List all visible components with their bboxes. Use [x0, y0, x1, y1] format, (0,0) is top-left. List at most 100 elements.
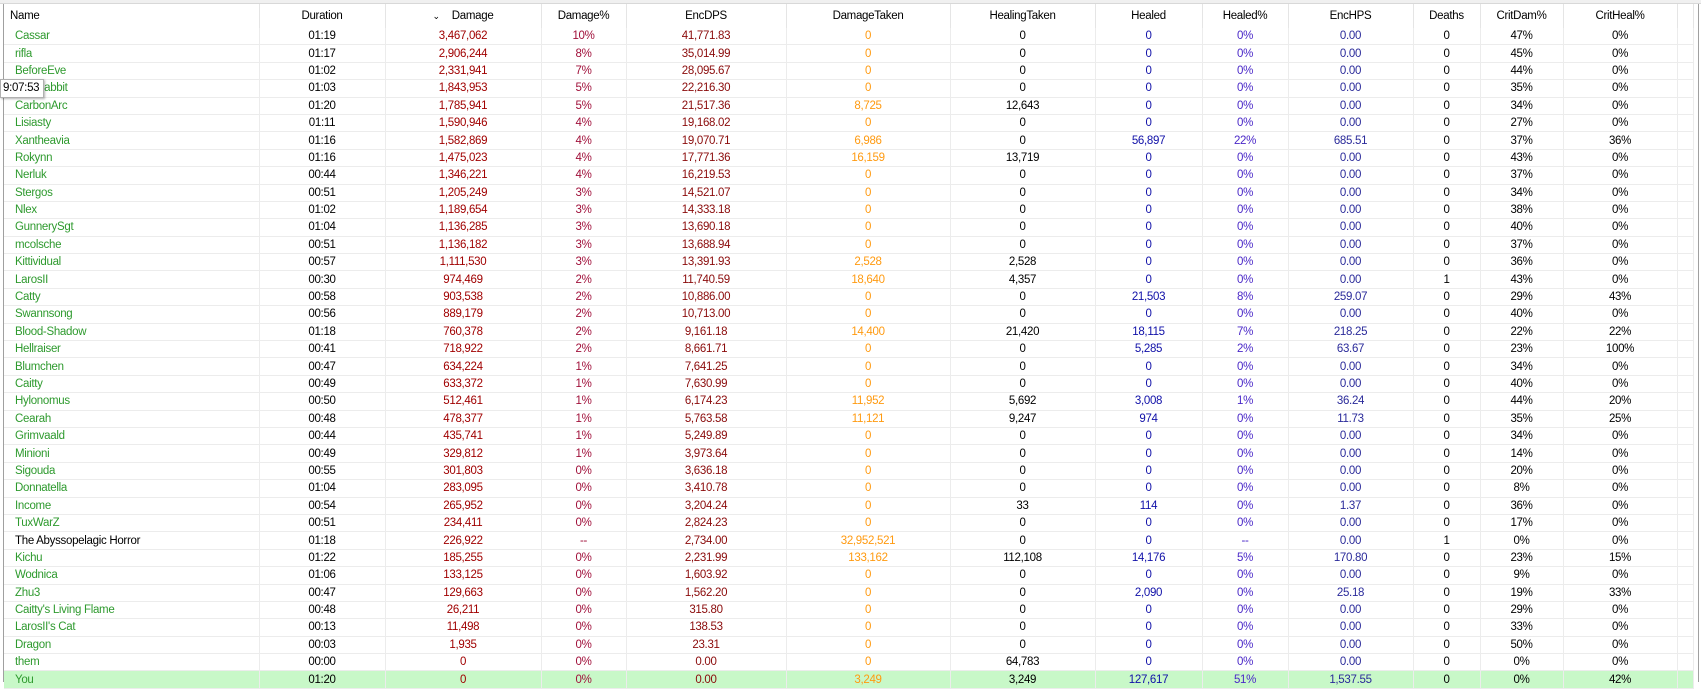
cell-critheal-pct: 22%: [1563, 323, 1678, 342]
table-row[interactable]: Hellraiser 00:41 718,922 2% 8,661.71 0 0 5,285 2…: [4, 340, 1694, 359]
table-row[interactable]: Nlex 01:02 1,189,654 3% 14,333.18 0 0 0 0% 0.00 0 3…: [4, 201, 1694, 220]
col-header-damage-taken[interactable]: DamageTaken: [786, 4, 951, 28]
cell-enchps: 0.00: [1288, 201, 1414, 220]
table-row[interactable]: Hylonomus 00:50 512,461 1% 6,174.23 11,952 5,6…: [4, 392, 1694, 411]
cell-damage-pct: 10%: [541, 28, 627, 46]
table-row[interactable]: BeforeEve 01:02 2,331,941 7% 28,095.67 0 0 0 0% 0…: [4, 62, 1694, 81]
table-row[interactable]: Minioni 00:49 329,812 1% 3,973.64 0 0 0 0% 0.00 0 1…: [4, 444, 1694, 463]
cell-healing-taken: 4,357: [950, 270, 1096, 289]
cell-critheal-pct: 0%: [1563, 514, 1678, 533]
cell-critheal-pct: 25%: [1563, 410, 1678, 428]
table-row[interactable]: Swannsong 00:56 889,179 2% 10,713.00 0 0 0 0% 0.0…: [4, 305, 1694, 324]
cell-duration: 01:06: [259, 566, 386, 585]
col-header-enchps[interactable]: EncHPS: [1288, 4, 1414, 28]
table-row[interactable]: Cassar 01:19 3,467,062 10% 41,771.83 0 0 0 0% 0.0…: [4, 28, 1694, 46]
cell-deaths: 0: [1413, 392, 1481, 411]
table-row[interactable]: them 00:00 0 0% 0.00 0 64,783 0 0% 0.00 0 0% 0%: [4, 653, 1694, 672]
table-row[interactable]: TuxWarZ 00:51 234,411 0% 2,824.23 0 0 0 0% 0.00 0 1…: [4, 514, 1694, 533]
table-row[interactable]: Dragon 00:03 1,935 0% 23.31 0 0 0 0% 0.00 0 50% 0%: [4, 636, 1694, 655]
cell-critdam-pct: 0%: [1480, 531, 1564, 550]
cell-damage: 1,346,221: [385, 166, 542, 185]
table-row[interactable]: Catty 00:58 903,538 2% 10,886.00 0 0 21,503 8% 25…: [4, 288, 1694, 307]
cell-duration: 01:04: [259, 479, 386, 498]
cell-critdam-pct: 44%: [1480, 62, 1564, 81]
table-row[interactable]: Rokynn 01:16 1,475,023 4% 17,771.36 16,159 13,…: [4, 149, 1694, 168]
col-header-encdps[interactable]: EncDPS: [626, 4, 787, 28]
cell-enchps: 0.00: [1288, 375, 1414, 394]
cell-healed-pct: 0%: [1202, 236, 1289, 255]
cell-damage: 265,952: [385, 497, 542, 515]
cell-damage-pct: 0%: [541, 636, 627, 655]
table-row[interactable]: LarosII's Cat 00:13 11,498 0% 138.53 0 0 0 0% 0.0…: [4, 618, 1694, 637]
cell-filler: [1677, 218, 1694, 237]
cell-healed-pct: 5%: [1202, 549, 1289, 568]
cell-name: Caitty: [4, 375, 260, 394]
table-row[interactable]: Lisiasty 01:11 1,590,946 4% 19,168.02 0 0 0 0% 0.…: [4, 114, 1694, 133]
cell-name: LarosII: [4, 270, 260, 289]
col-header-critdam-pct[interactable]: CritDam%: [1480, 4, 1564, 28]
col-header-name[interactable]: Name: [4, 4, 260, 28]
table-row[interactable]: The Abyssopelagic Horror 01:18 226,922 -- 2,…: [4, 531, 1694, 550]
table-row[interactable]: You 01:20 0 0% 0.00 3,249 3,249 127,617 51% 1,537…: [4, 670, 1694, 689]
col-header-critheal-pct[interactable]: CritHeal%: [1563, 4, 1678, 28]
table-row[interactable]: Nerluk 00:44 1,346,221 4% 16,219.53 0 0 0 0% 0.00…: [4, 166, 1694, 185]
table-row[interactable]: nRabbit 01:03 1,843,953 5% 22,216.30 0 0 0 0% 0.0…: [4, 79, 1694, 98]
col-header-healing-taken[interactable]: HealingTaken: [950, 4, 1096, 28]
col-header-deaths[interactable]: Deaths: [1413, 4, 1481, 28]
table-row[interactable]: Kittividual 00:57 1,111,530 3% 13,391.93 2,52…: [4, 253, 1694, 272]
table-row[interactable]: rifla 01:17 2,906,244 8% 35,014.99 0 0 0 0% 0.00 0…: [4, 44, 1694, 63]
cell-healing-taken: 0: [950, 166, 1096, 185]
cell-damage: 0: [385, 670, 542, 689]
table-row[interactable]: Wodnica 01:06 133,125 0% 1,603.92 0 0 0 0% 0.00 0 9…: [4, 566, 1694, 585]
table-row[interactable]: Caitty's Living Flame 00:48 26,211 0% 315.80…: [4, 601, 1694, 620]
table-row[interactable]: Xantheavia 01:16 1,582,869 4% 19,070.71 6,986…: [4, 131, 1694, 150]
cell-duration: 00:51: [259, 184, 386, 202]
table-row[interactable]: Blood-Shadow 01:18 760,378 2% 9,161.18 14,400…: [4, 323, 1694, 342]
cell-healing-taken: 0: [950, 636, 1096, 655]
cell-encdps: 19,168.02: [626, 114, 787, 133]
cell-healed: 114: [1095, 497, 1203, 515]
cell-healed-pct: 7%: [1202, 323, 1289, 342]
cell-damage-taken: 11,952: [786, 392, 951, 411]
cell-healing-taken: 0: [950, 79, 1096, 98]
table-row[interactable]: Grimvaald 00:44 435,741 1% 5,249.89 0 0 0 0% 0.00…: [4, 427, 1694, 446]
cell-critheal-pct: 0%: [1563, 236, 1678, 255]
cell-healing-taken: 0: [950, 114, 1096, 133]
cell-damage-taken: 0: [786, 114, 951, 133]
cell-name: The Abyssopelagic Horror: [4, 531, 260, 550]
cell-deaths: 1: [1413, 531, 1481, 550]
table-row[interactable]: Sigouda 00:55 301,803 0% 3,636.18 0 0 0 0% 0.00 0 2…: [4, 462, 1694, 481]
cell-duration: 00:51: [259, 236, 386, 255]
col-header-healed-pct[interactable]: Healed%: [1202, 4, 1289, 28]
cell-damage-pct: 2%: [541, 270, 627, 289]
cell-duration: 01:22: [259, 549, 386, 568]
table-row[interactable]: CarbonArc 01:20 1,785,941 5% 21,517.36 8,725 1…: [4, 97, 1694, 115]
table-row[interactable]: LarosII 00:30 974,469 2% 11,740.59 18,640 4,35…: [4, 270, 1694, 289]
col-header-damage-pct[interactable]: Damage%: [541, 4, 627, 28]
cell-encdps: 3,973.64: [626, 444, 787, 463]
cell-critheal-pct: 0%: [1563, 531, 1678, 550]
cell-duration: 01:20: [259, 670, 386, 689]
cell-healed: 56,897: [1095, 131, 1203, 150]
cell-name: CarbonArc: [4, 97, 260, 115]
table-row[interactable]: GunnerySgt 01:04 1,136,285 3% 13,690.18 0 0 0 0%…: [4, 218, 1694, 237]
col-header-duration[interactable]: Duration: [259, 4, 386, 28]
col-header-damage[interactable]: ⌄ Damage: [385, 4, 542, 28]
cell-healed-pct: 0%: [1202, 636, 1289, 655]
col-header-healed[interactable]: Healed: [1095, 4, 1203, 28]
cell-duration: 01:20: [259, 97, 386, 115]
table-row[interactable]: mcolsche 00:51 1,136,182 3% 13,688.94 0 0 0 0% 0.…: [4, 236, 1694, 255]
table-row[interactable]: Kichu 01:22 185,255 0% 2,231.99 133,162 112,10…: [4, 549, 1694, 568]
cell-duration: 00:30: [259, 270, 386, 289]
table-row[interactable]: Stergos 00:51 1,205,249 3% 14,521.07 0 0 0 0% 0.0…: [4, 184, 1694, 202]
table-row[interactable]: Caitty 00:49 633,372 1% 7,630.99 0 0 0 0% 0.00 0 40…: [4, 375, 1694, 394]
cell-critdam-pct: 35%: [1480, 410, 1564, 428]
table-row[interactable]: Blumchen 00:47 634,224 1% 7,641.25 0 0 0 0% 0.00 0…: [4, 357, 1694, 376]
cell-encdps: 0.00: [626, 670, 787, 689]
cell-damage-pct: 7%: [541, 62, 627, 81]
table-row[interactable]: Income 00:54 265,952 0% 3,204.24 0 33 114 0% 1.37…: [4, 497, 1694, 515]
table-row[interactable]: Zhu3 00:47 129,663 0% 1,562.20 0 0 2,090 0% 25.18…: [4, 584, 1694, 602]
table-row[interactable]: Cearah 00:48 478,377 1% 5,763.58 11,121 9,247 9…: [4, 410, 1694, 428]
table-row[interactable]: Donnatella 01:04 283,095 0% 3,410.78 0 0 0 0% 0.0…: [4, 479, 1694, 498]
cell-damage-pct: 4%: [541, 114, 627, 133]
